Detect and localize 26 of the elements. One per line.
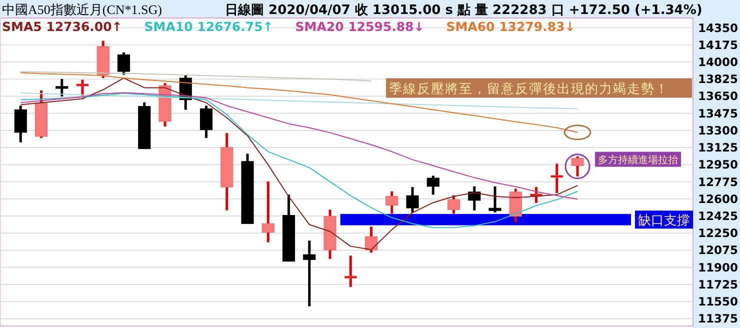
- annotation: 多方持續進場拉抬: [595, 152, 682, 167]
- legend: SMA5 12736.00↑ SMA10 12676.75↑ SMA20 12595.88↓ SMA60 13279.83↓: [2, 19, 576, 34]
- chart-title: 中國A50指數近月(CN*1.SG): [2, 2, 162, 17]
- y-tick-label: 14175: [698, 38, 738, 52]
- y-tick-label: 14350: [698, 20, 738, 35]
- y-tick-label: 12250: [698, 226, 738, 240]
- y-tick-label: 13125: [698, 140, 738, 155]
- y-tick-label: 13300: [698, 123, 738, 138]
- y-tick-label: 12600: [698, 192, 738, 206]
- y-tick-label: 11550: [698, 294, 738, 309]
- y-tick-label: 13825: [698, 72, 738, 86]
- y-tick-label: 13475: [698, 106, 738, 120]
- chart-subtitle: 日線圖 2020/04/07 收 13015.00 s 點 量 222283 口 +172.50 (+1.34%): [225, 3, 702, 18]
- y-tick-label: 11375: [698, 312, 738, 326]
- y-tick-label: 11900: [698, 260, 738, 274]
- y-tick-label: 12425: [698, 209, 738, 223]
- band-label: 缺口支撐: [635, 210, 693, 229]
- y-tick-label: 11725: [698, 277, 738, 292]
- y-tick-label: 12775: [698, 174, 738, 189]
- band-label: 缺口支撐: [638, 212, 690, 228]
- y-tick-label: 14000: [698, 55, 738, 69]
- annotation: 季線反壓將至，留意反彈後出現的力竭走勢！: [386, 78, 692, 98]
- y-tick-label: 13650: [698, 89, 738, 104]
- y-tick-label: 12950: [698, 158, 738, 172]
- y-tick-label: 12075: [698, 243, 738, 258]
- annotation: 季線反壓將至，留意反彈後出現的力竭走勢！: [389, 80, 669, 96]
